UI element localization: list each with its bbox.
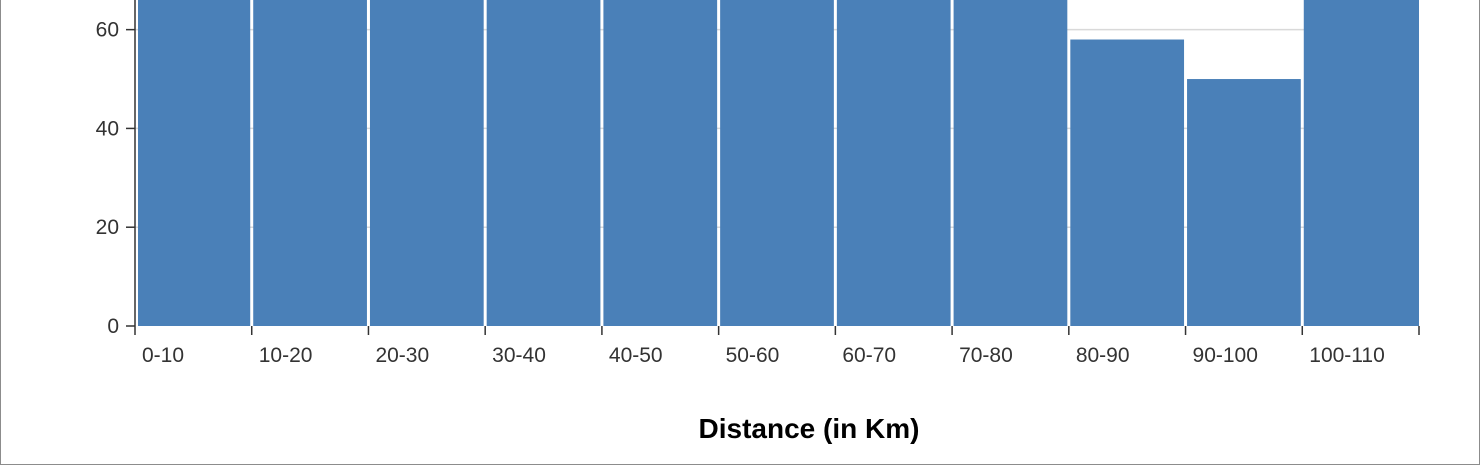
bar-50-60 xyxy=(720,0,834,326)
bar-40-50 xyxy=(603,0,718,326)
x-axis-title: Distance (in Km) xyxy=(699,413,920,444)
y-tick-label-40: 40 xyxy=(96,117,119,140)
y-tick-label-0: 0 xyxy=(107,315,119,338)
bars xyxy=(138,0,1419,327)
x-tick-label-30-40: 30-40 xyxy=(492,344,546,367)
x-tick-label-0-10: 0-10 xyxy=(142,344,184,367)
bar-60-70 xyxy=(836,0,951,326)
bar-80-90 xyxy=(1070,39,1185,327)
x-tick-label-40-50: 40-50 xyxy=(609,344,663,367)
bar-0-10 xyxy=(138,0,251,326)
bar-70-80 xyxy=(953,0,1068,326)
x-tick-label-100-110: 100-110 xyxy=(1309,344,1385,367)
bar-10-20 xyxy=(253,0,367,326)
y-tick-label-60: 60 xyxy=(96,19,119,42)
x-tick-label-10-20: 10-20 xyxy=(259,344,313,367)
bar-30-40 xyxy=(486,0,601,326)
x-tick-label-90-100: 90-100 xyxy=(1193,344,1258,367)
x-tick-label-50-60: 50-60 xyxy=(726,344,780,367)
x-tick-label-70-80: 70-80 xyxy=(959,344,1013,367)
y-tick-label-20: 20 xyxy=(96,216,119,239)
axes: 0 20 40 60 0-10 10-20 20-30 30-40 40-50 50-60 60-7… xyxy=(96,0,1420,367)
bar-100-110 xyxy=(1303,0,1419,326)
x-tick-label-60-70: 60-70 xyxy=(842,344,896,367)
x-tick-label-80-90: 80-90 xyxy=(1076,344,1130,367)
bar-90-100 xyxy=(1187,79,1301,326)
x-tick-label-20-30: 20-30 xyxy=(375,344,429,367)
bar-20-30 xyxy=(369,0,484,326)
